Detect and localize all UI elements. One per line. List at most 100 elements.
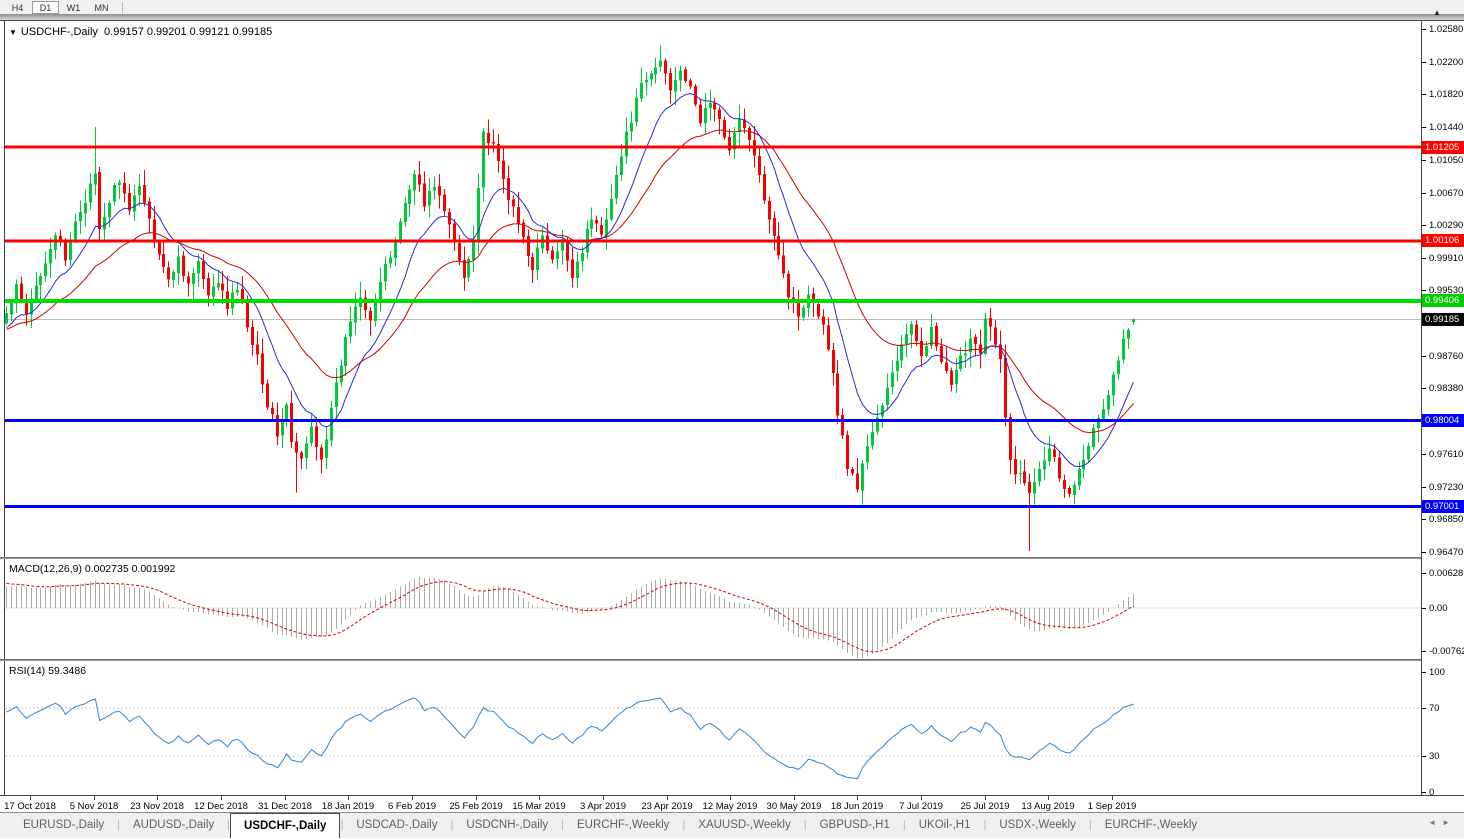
date-tick-mark: [476, 796, 477, 800]
tab-eurchf-weekly[interactable]: EURCHF-,Weekly: [576, 819, 670, 831]
tab-xauusd-weekly[interactable]: XAUUSD-,Weekly: [698, 819, 791, 831]
rsi-tick-label: 0: [1429, 787, 1435, 798]
toolbar-separator: [122, 1, 123, 13]
timeframe-button-h4[interactable]: H4: [11, 2, 24, 13]
price-tick-label: 0.97230: [1429, 482, 1464, 493]
macd-tick-mark: [1422, 651, 1426, 652]
date-tick-label: 25 Jul 2019: [960, 801, 1010, 812]
rsi-label: RSI(14) 59.3486: [9, 665, 86, 677]
price-axis[interactable]: 1.02580 1.02200 1.01820 1.01440 1.01050 1.006…: [1422, 21, 1464, 798]
date-tick-label: 18 Jan 2019: [321, 801, 375, 812]
price-tick-label: 1.02200: [1429, 57, 1464, 68]
date-tick-label: 25 Feb 2019: [449, 801, 503, 812]
price-tick-mark: [1422, 225, 1426, 226]
price-tick-mark: [1422, 487, 1426, 488]
timeframe-toolbar: H4 D1 W1 MN: [0, 0, 1464, 14]
date-tick-mark: [730, 796, 731, 800]
date-axis[interactable]: 17 Oct 2018 5 Nov 2018 23 Nov 2018 12 Dec 2…: [0, 795, 1464, 813]
date-tick-mark: [794, 796, 795, 800]
price-tick-mark: [1422, 127, 1426, 128]
tab-eurchf-weekly[interactable]: EURCHF-,Weekly: [1104, 819, 1198, 831]
rsi-tick-mark: [1422, 708, 1426, 709]
macd-indicator-plot[interactable]: [5, 559, 1421, 659]
chart-symbol-label: USDCHF-,Daily: [20, 26, 98, 38]
rsi-tick-label: 100: [1429, 667, 1445, 678]
price-tick-mark: [1422, 193, 1426, 194]
tab-eurusd-daily[interactable]: EURUSD-,Daily: [23, 819, 105, 831]
macd-histogram: [6, 577, 1134, 658]
fast-ma-line: [6, 92, 1134, 468]
date-tick-label: 17 Oct 2018: [4, 801, 56, 812]
date-tick-mark: [985, 796, 986, 800]
macd-values: 0.002735 0.001992: [84, 563, 176, 575]
price-tick-mark: [1422, 290, 1426, 291]
price-tick-label: 1.02580: [1429, 24, 1464, 35]
date-tick-label: 1 Sep 2019: [1087, 801, 1137, 812]
price-tick-mark: [1422, 160, 1426, 161]
price-tick-mark: [1422, 552, 1426, 553]
date-tick-mark: [348, 796, 349, 800]
price-tick-label: 0.98380: [1429, 383, 1464, 394]
price-tick-mark: [1422, 356, 1426, 357]
toolbar-expand-icon[interactable]: ▲: [1433, 8, 1441, 17]
price-tick-label: 1.00290: [1429, 220, 1464, 231]
date-tick-mark: [157, 796, 158, 800]
rsi-tick-label: 30: [1429, 751, 1440, 762]
timeframe-button-mn[interactable]: MN: [94, 2, 109, 13]
tab-ukoil-h1[interactable]: UKOil-,H1: [918, 819, 971, 831]
tab-gbpusd-h1[interactable]: GBPUSD-,H1: [819, 819, 890, 831]
price-level-badge: 0.98004: [1422, 414, 1464, 427]
rsi-line: [6, 697, 1134, 780]
macd-tick-mark: [1422, 573, 1426, 574]
macd-name: MACD(12,26,9): [9, 563, 82, 575]
date-tick-mark: [412, 796, 413, 800]
tab-scroll-right-icon[interactable]: ►: [1442, 818, 1456, 827]
tab-audusd-daily[interactable]: AUDUSD-,Daily: [133, 819, 215, 831]
price-level-badge: 0.99406: [1422, 294, 1464, 307]
tab-usdcnh-daily[interactable]: USDCNH-,Daily: [466, 819, 549, 831]
date-tick-label: 31 Dec 2018: [258, 801, 312, 812]
tab-divider: |: [983, 819, 987, 831]
date-tick-label: 13 Aug 2019: [1021, 801, 1075, 812]
macd-pane-separator[interactable]: [0, 557, 1464, 559]
macd-tick-mark: [1422, 608, 1426, 609]
timeframe-button-w1[interactable]: W1: [66, 2, 81, 13]
price-tick-label: 1.01820: [1429, 89, 1464, 100]
tab-scroll-arrows[interactable]: ◄►: [1428, 818, 1456, 827]
date-tick-mark: [94, 796, 95, 800]
rsi-tick-mark: [1422, 792, 1426, 793]
date-tick-label: 12 May 2019: [702, 801, 758, 812]
rsi-name: RSI(14): [9, 665, 46, 677]
tab-scroll-left-icon[interactable]: ◄: [1428, 818, 1443, 827]
date-tick-label: 23 Nov 2018: [130, 801, 184, 812]
price-level-badge: 1.01205: [1422, 141, 1464, 154]
date-tick-label: 23 Apr 2019: [641, 801, 693, 812]
date-tick-mark: [285, 796, 286, 800]
candles: [5, 44, 1135, 551]
date-tick-label: 5 Nov 2018: [69, 801, 119, 812]
timeframe-button-d1[interactable]: D1: [32, 0, 59, 14]
date-tick-mark: [603, 796, 604, 800]
rsi-indicator-plot[interactable]: [5, 661, 1421, 795]
date-tick-label: 30 May 2019: [766, 801, 822, 812]
rsi-tick-label: 70: [1429, 703, 1440, 714]
price-tick-label: 0.99910: [1429, 253, 1464, 264]
tab-usdcad-daily[interactable]: USDCAD-,Daily: [356, 819, 438, 831]
price-tick-label: 1.01050: [1429, 155, 1464, 166]
date-tick-mark: [921, 796, 922, 800]
chart-window: ▼ USDCHF-,Daily 0.99157 0.99201 0.99121 0…: [0, 20, 1464, 813]
slow-ma-line: [6, 129, 1134, 434]
chart-ohlc-values: 0.99157 0.99201 0.99121 0.99185: [104, 26, 273, 38]
price-chart-plot[interactable]: [5, 21, 1421, 557]
price-tick-mark: [1422, 258, 1426, 259]
rsi-pane-separator[interactable]: [0, 659, 1464, 661]
rsi-tick-mark: [1422, 672, 1426, 673]
tab-divider: |: [450, 819, 454, 831]
symbol-tab-bar: EURUSD-,Daily | AUDUSD-,Daily | USDCHF-,Dail…: [0, 812, 1464, 838]
tab-usdchf-daily[interactable]: USDCHF-,Daily: [230, 813, 341, 838]
date-tick-label: 3 Apr 2019: [580, 801, 626, 812]
price-tick-label: 0.99530: [1429, 285, 1464, 296]
price-tick-mark: [1422, 62, 1426, 63]
symbol-dropdown-icon[interactable]: ▼: [9, 28, 17, 37]
tab-usdx-weekly[interactable]: USDX-,Weekly: [999, 819, 1076, 831]
